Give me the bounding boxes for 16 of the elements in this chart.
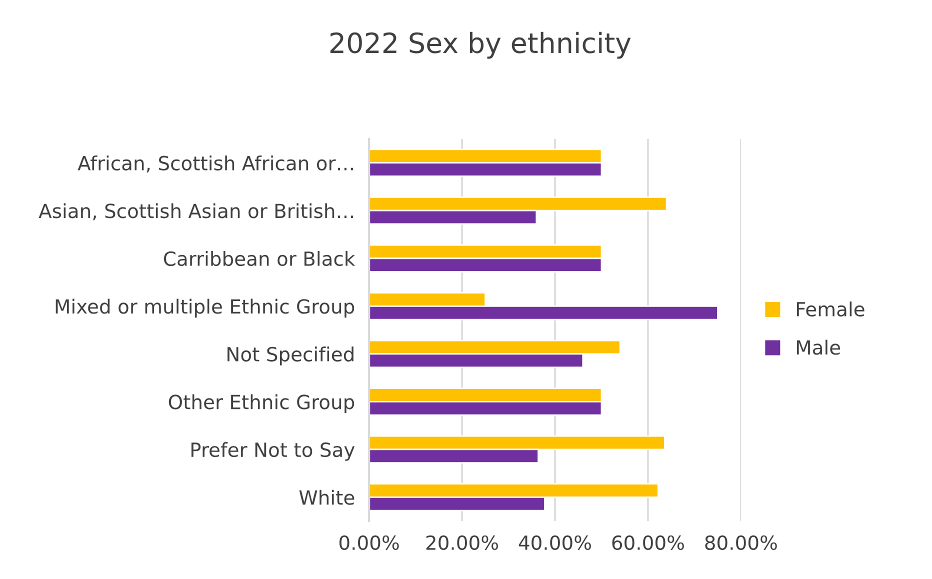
y-tick-label: African, Scottish African or… [78, 155, 353, 172]
y-tick-label: Mixed or multiple Ethnic Group [56, 298, 354, 318]
x-tick-label: 80.00% [705, 535, 777, 550]
y-tick-label: White [299, 490, 354, 505]
x-tick-label: 40.00% [518, 535, 592, 550]
chart-title: 2022 Sex by ethnicity [330, 32, 631, 59]
y-tick-label: Carribbean or Black [164, 250, 356, 266]
legend-label: Female [796, 301, 864, 317]
x-tick-label: 0.00% [339, 535, 399, 550]
x-tick-label: 20.00% [426, 535, 498, 550]
y-tick-label: Not Specified [228, 346, 354, 366]
y-tick-label: Asian, Scottish Asian or British… [38, 203, 353, 220]
y-tick-label: Other Ethnic Group [168, 394, 354, 414]
legend-label: Male [796, 340, 840, 355]
y-tick-label: Prefer Not to Say [191, 442, 355, 461]
x-tick-label: 60.00% [612, 535, 684, 550]
